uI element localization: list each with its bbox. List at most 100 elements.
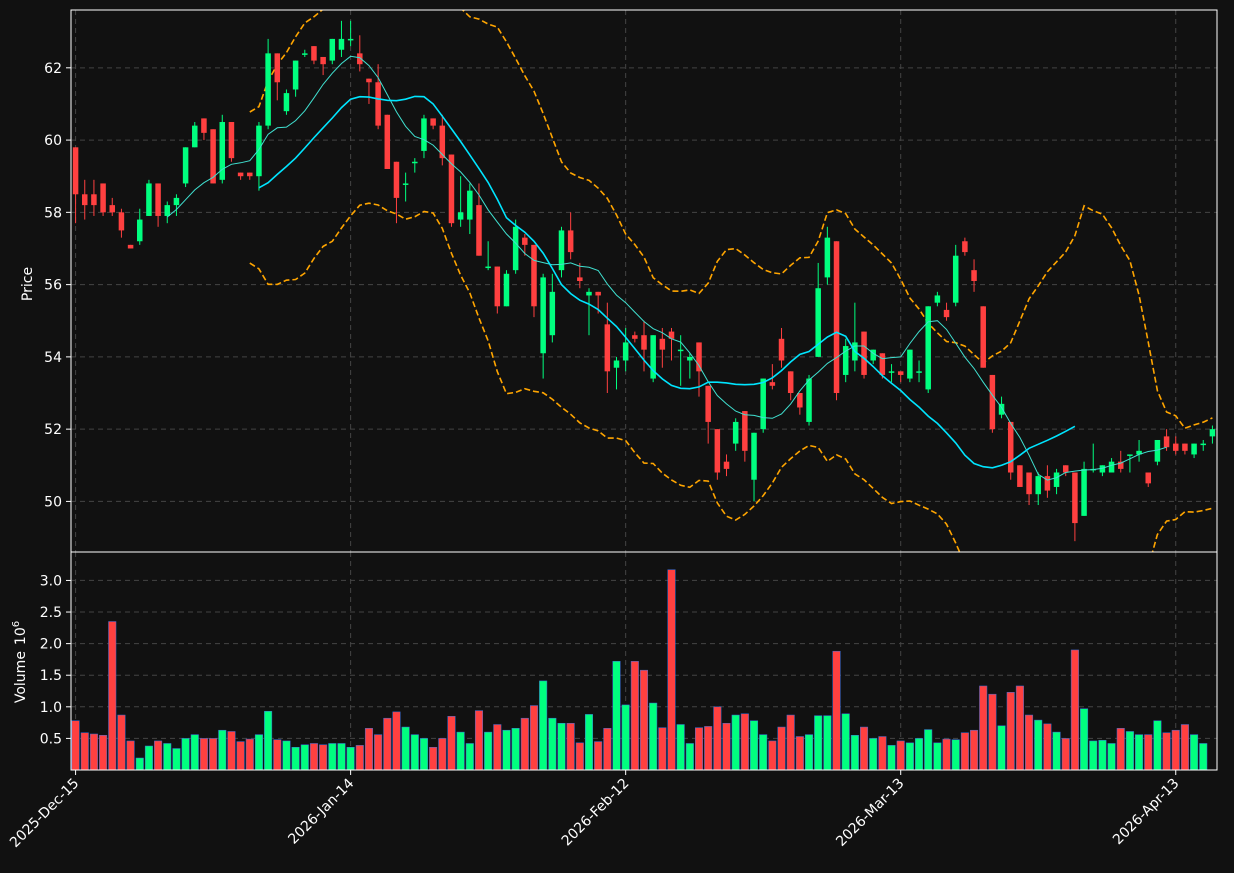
candle-body (512, 226, 519, 271)
volume-bar (805, 734, 814, 771)
volume-bar (823, 715, 832, 771)
volume-bar (621, 704, 630, 771)
volume-bars (71, 569, 1208, 771)
price-tick-label: 56 (44, 278, 62, 294)
candle-body (668, 331, 675, 339)
volume-tick-label: 2.5 (40, 605, 62, 621)
candle (173, 194, 180, 216)
candle-body (201, 118, 207, 133)
candle-body (916, 371, 922, 373)
candle (302, 49, 308, 57)
volume-bar (575, 742, 584, 771)
candle-body (879, 353, 886, 375)
volume-bar (594, 741, 603, 771)
volume-bar (905, 742, 914, 771)
volume-bar (355, 745, 364, 771)
volume-bar (374, 734, 383, 771)
candle-body (696, 342, 702, 372)
volume-bar (1153, 720, 1162, 771)
candle (192, 122, 198, 148)
lower-band-line (249, 202, 1213, 552)
candle-body (907, 349, 913, 379)
candle (412, 158, 418, 173)
candle-body (1026, 472, 1032, 495)
candle (833, 241, 840, 401)
candle-body (173, 197, 180, 206)
candle-body (146, 183, 152, 216)
candle-body (1163, 436, 1170, 448)
volume-bar (172, 748, 181, 771)
candle-body (586, 291, 592, 296)
volume-bar (520, 717, 529, 771)
candle (1044, 465, 1051, 498)
candle (613, 356, 620, 390)
candle-body (1062, 465, 1069, 473)
volume-bar (722, 722, 731, 771)
candle (916, 360, 922, 383)
candle (586, 288, 592, 336)
candle-body (1072, 472, 1078, 524)
volume-bar (942, 738, 951, 771)
volume-tick-label: 0.5 (40, 731, 62, 747)
volume-bar (108, 621, 117, 771)
candle-body (897, 371, 904, 375)
candle (375, 64, 381, 130)
candle-body (833, 241, 840, 394)
volume-bar (419, 738, 428, 771)
volume-bar (291, 747, 300, 771)
candle (219, 114, 226, 184)
volume-bar (1190, 734, 1199, 771)
candlestick-series (72, 20, 1216, 542)
volume-bar (566, 722, 575, 771)
candle-body (91, 194, 97, 206)
candle-body (302, 53, 308, 55)
candle-body (393, 161, 400, 198)
volume-bar (557, 722, 566, 771)
volume-bar (768, 740, 777, 771)
volume-bar (694, 727, 704, 771)
candle (870, 349, 876, 365)
price-axis: 50 52 54 56 58 60 62 (44, 61, 71, 510)
candle-body (283, 93, 290, 112)
volume-bar (1006, 692, 1015, 771)
fast-moving-average-line (166, 55, 1167, 481)
candle (1209, 425, 1216, 444)
volume-bar (878, 736, 887, 771)
volume-bar (126, 740, 135, 771)
candle (1172, 436, 1179, 455)
price-tick-label: 52 (44, 422, 62, 438)
candle (182, 147, 189, 188)
candle-body (228, 122, 235, 159)
volume-label-text: Volume (13, 651, 29, 703)
candle (907, 349, 913, 383)
candle-body (247, 172, 253, 177)
price-tick-label: 50 (44, 494, 62, 510)
candle-body (613, 360, 620, 368)
candle-body (732, 421, 739, 444)
candle (650, 335, 656, 383)
price-tick-label: 58 (44, 205, 62, 221)
volume-bar (915, 738, 924, 771)
candle (1145, 472, 1151, 487)
candle (247, 172, 253, 180)
candle (512, 219, 519, 274)
volume-bar (438, 738, 447, 771)
volume-bar (841, 713, 850, 771)
volume-bar (236, 741, 245, 771)
candle-body (494, 266, 501, 307)
volume-bar (786, 714, 795, 771)
candle-body (925, 306, 931, 390)
volume-bar (603, 728, 612, 771)
slow-moving-average-line (258, 95, 1076, 469)
candle-body (778, 338, 785, 361)
candle (1136, 439, 1142, 462)
volume-bar (154, 740, 163, 771)
candle (402, 172, 409, 202)
candle-body (1053, 472, 1060, 487)
volume-bar (1070, 649, 1079, 771)
candle-body (650, 335, 656, 379)
candle-body (797, 393, 803, 408)
volume-tick-label: 3.0 (40, 573, 62, 589)
candle-body (1035, 476, 1041, 495)
candle-body (677, 349, 684, 352)
